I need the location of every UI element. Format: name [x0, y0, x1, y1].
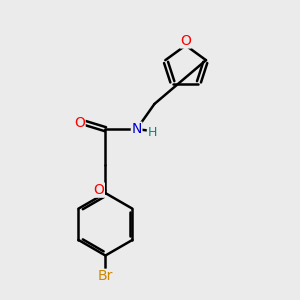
Text: O: O: [180, 34, 191, 48]
Text: N: N: [131, 122, 142, 136]
Text: O: O: [93, 183, 104, 197]
Text: O: O: [74, 116, 85, 130]
Text: H: H: [147, 126, 157, 139]
Text: Br: Br: [98, 269, 113, 283]
